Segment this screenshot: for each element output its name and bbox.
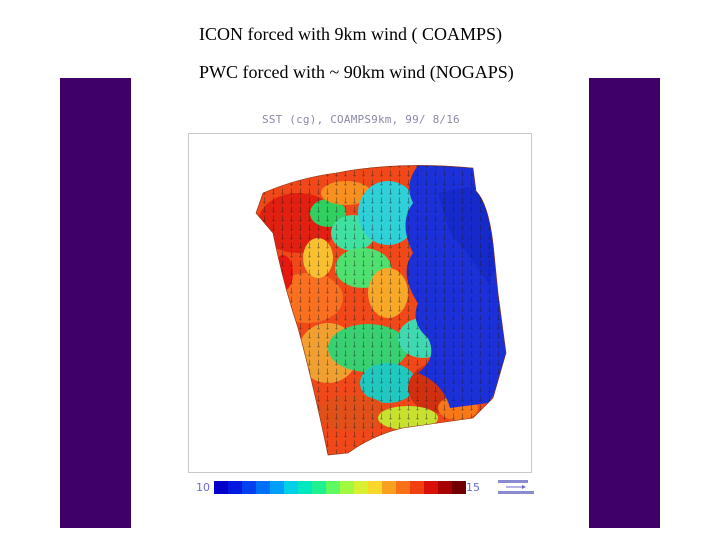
colorbar-cell bbox=[242, 481, 256, 494]
colorbar-cell bbox=[256, 481, 270, 494]
colorbar bbox=[214, 481, 466, 494]
left-decorative-bar bbox=[60, 78, 131, 528]
colorbar-cell bbox=[368, 481, 382, 494]
colorbar-cell bbox=[214, 481, 228, 494]
colorbar-cell bbox=[452, 481, 466, 494]
plot-frame bbox=[188, 133, 532, 473]
colorbar-cell bbox=[438, 481, 452, 494]
colorbar-cell bbox=[382, 481, 396, 494]
colorbar-min-label: 10 bbox=[196, 481, 210, 494]
colorbar-cell bbox=[396, 481, 410, 494]
colorbar-cell bbox=[312, 481, 326, 494]
colorbar-cell bbox=[424, 481, 438, 494]
colorbar-cell bbox=[354, 481, 368, 494]
figure-title: SST (cg), COAMPS9km, 99/ 8/16 bbox=[262, 113, 460, 126]
colorbar-cell bbox=[340, 481, 354, 494]
colorbar-cell bbox=[228, 481, 242, 494]
vector-scale-arrow-icon bbox=[498, 480, 534, 494]
colorbar-cell bbox=[410, 481, 424, 494]
sst-field-map bbox=[255, 165, 507, 456]
colorbar-cell bbox=[298, 481, 312, 494]
slide-line-pwc-forcing: PWC forced with ~ 90km wind (NOGAPS) bbox=[199, 62, 514, 82]
slide-line-icon-forcing: ICON forced with 9km wind ( COAMPS) bbox=[199, 24, 502, 44]
colorbar-max-label: 15 bbox=[466, 481, 480, 494]
right-decorative-bar bbox=[589, 78, 660, 528]
colorbar-cell bbox=[270, 481, 284, 494]
colorbar-cell bbox=[284, 481, 298, 494]
colorbar-cell bbox=[326, 481, 340, 494]
